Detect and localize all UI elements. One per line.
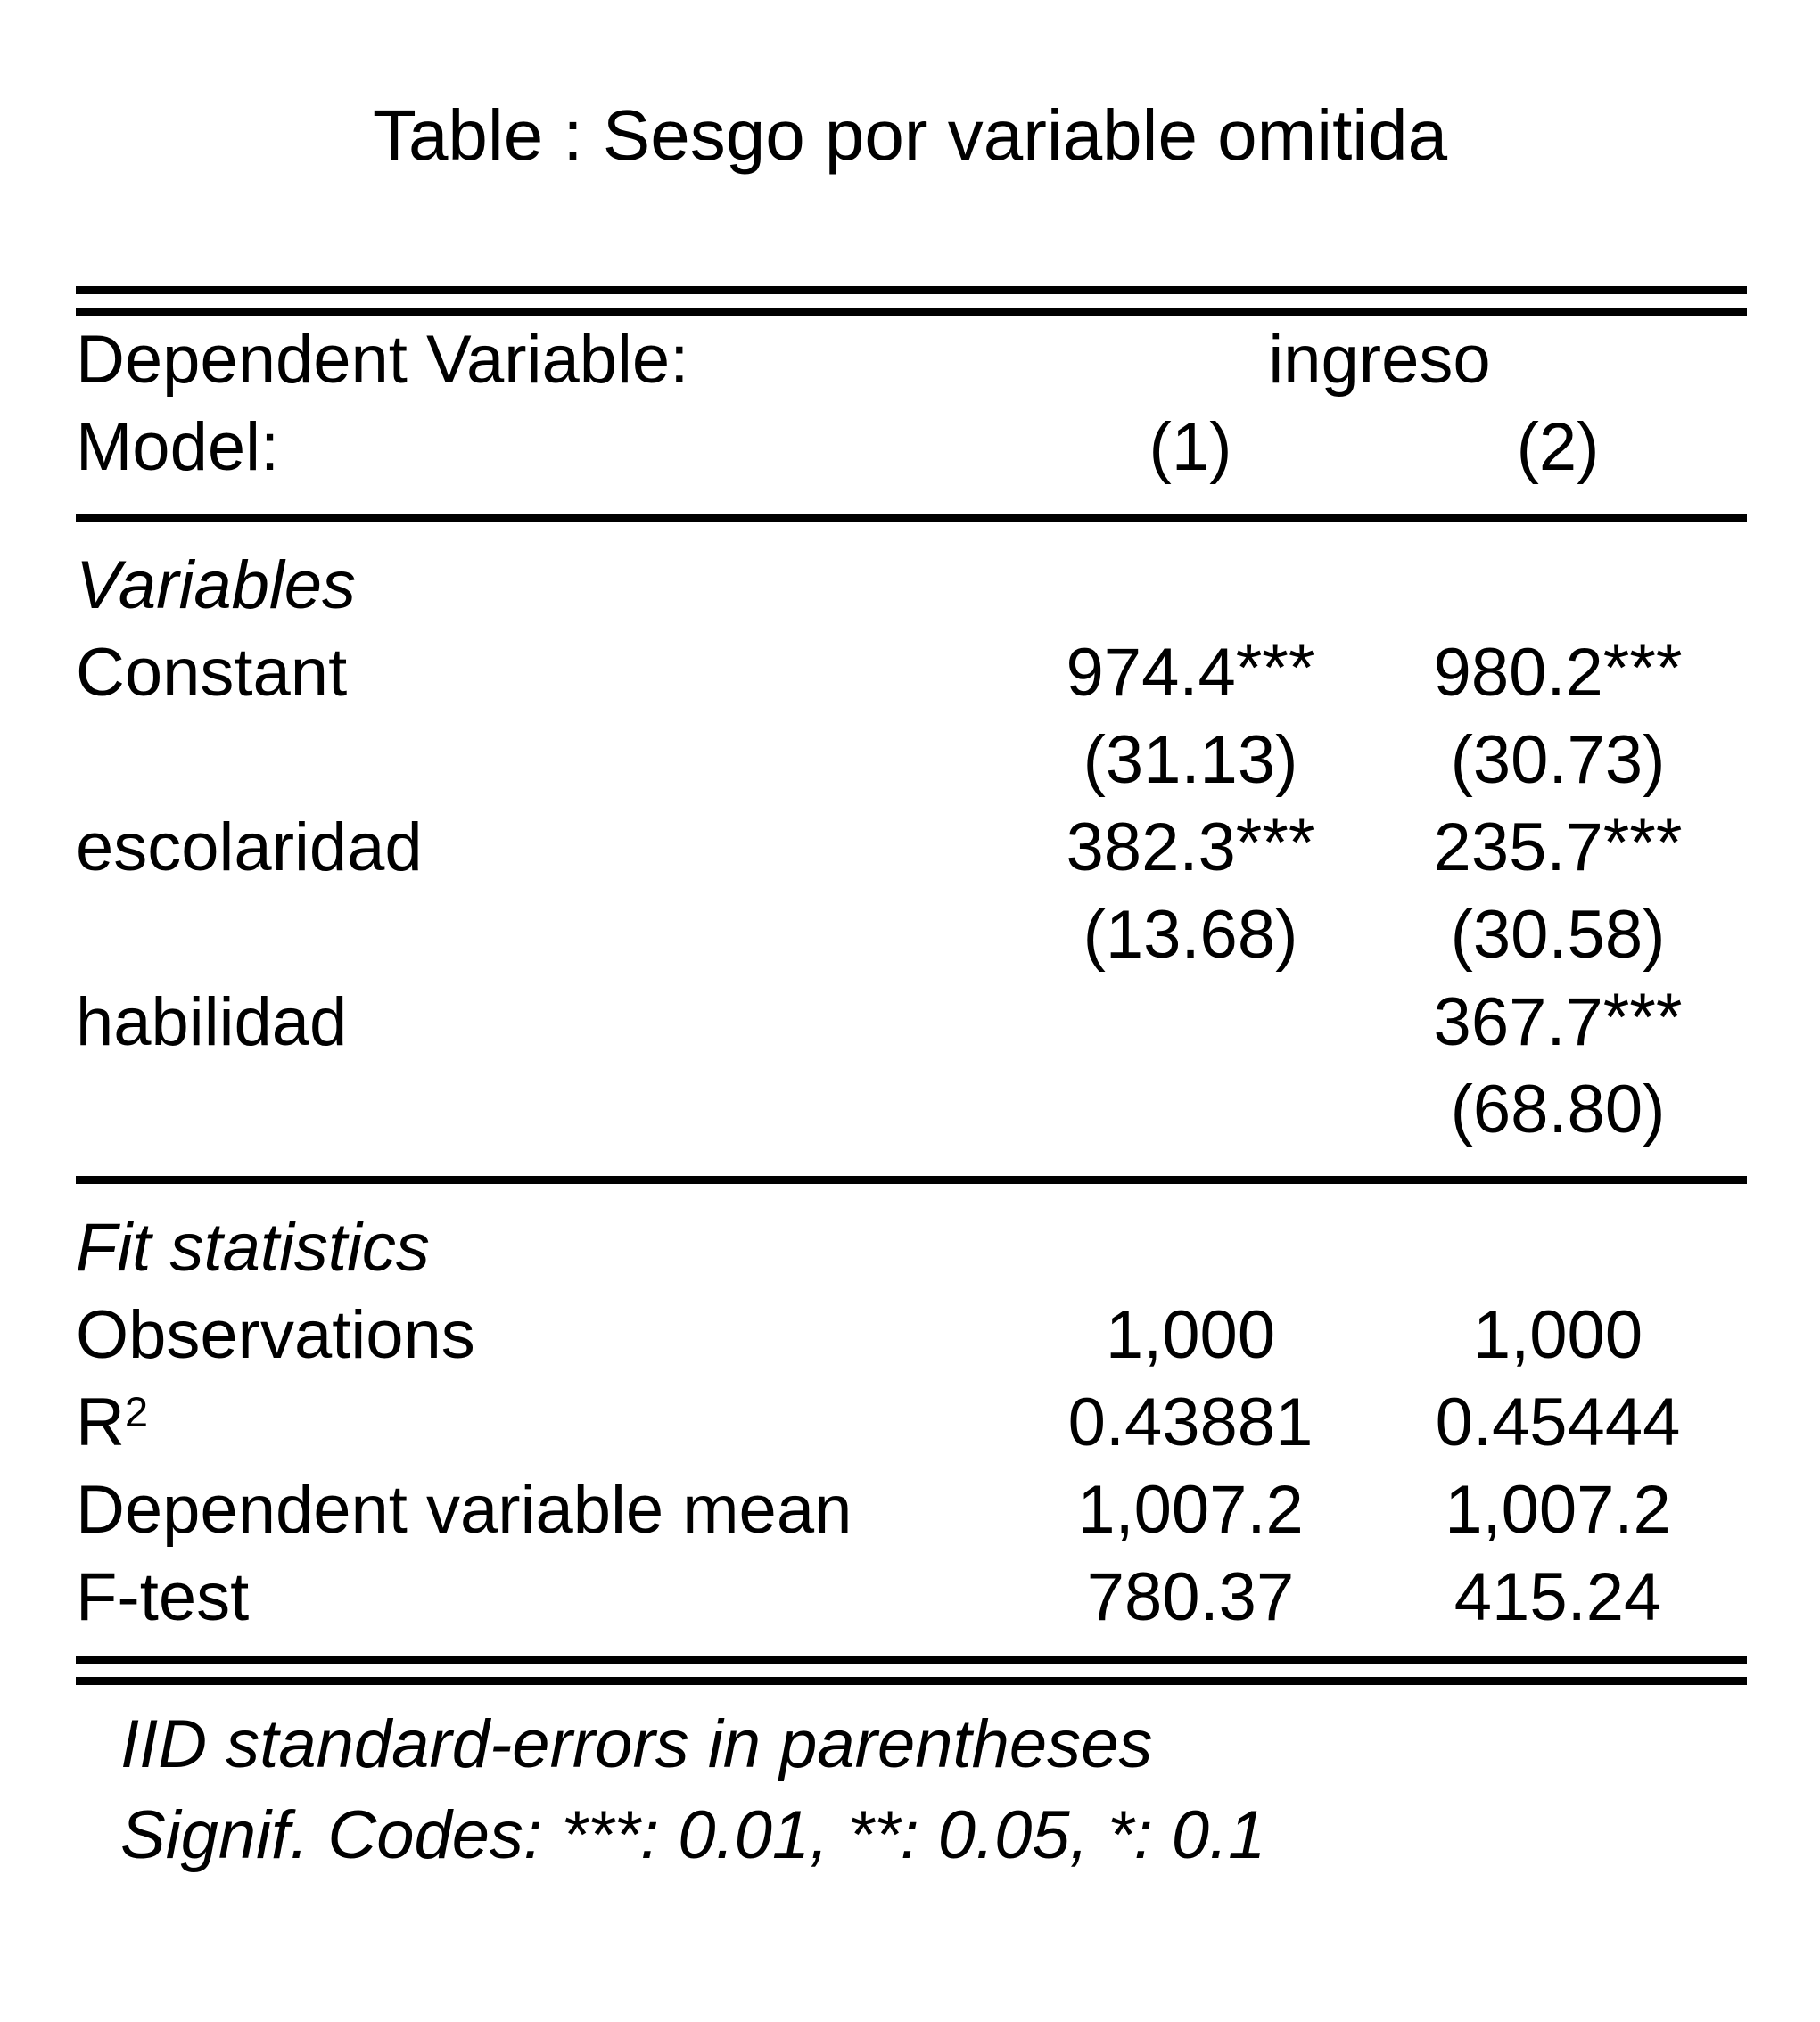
fit-label-observations: Observations xyxy=(76,1296,475,1373)
coef-escolaridad-m1: 382.3*** xyxy=(1012,803,1369,891)
table-container: Dependent Variable: ingreso Model: (1) (… xyxy=(76,286,1748,1685)
model-label: Model: xyxy=(76,408,280,485)
se-row-constant: (31.13) (30.73) xyxy=(76,716,1747,803)
significance-stars: *** xyxy=(1235,629,1315,706)
dep-var-mean-m1: 1,007.2 xyxy=(1077,1471,1304,1548)
table-title: Table : Sesgo por variable omitida xyxy=(372,95,1448,175)
r-squared-m2: 0.45444 xyxy=(1435,1384,1681,1460)
fit-section-heading-row: Fit statistics xyxy=(76,1180,1747,1292)
coef-habilidad-m2: 367.7*** xyxy=(1369,978,1747,1065)
se-row-habilidad: (68.80) xyxy=(76,1065,1748,1180)
significance-stars: *** xyxy=(1602,629,1683,706)
model-row: Model: (1) (2) xyxy=(76,403,1748,518)
fit-row-f-test: F-test 780.37 415.24 xyxy=(76,1553,1747,1640)
significance-codes-note: Signif. Codes: ***: 0.01, **: 0.05, *: 0… xyxy=(120,1797,1266,1873)
se-escolaridad-m1: (13.68) xyxy=(1083,896,1298,973)
regression-table-page: Table : Sesgo por variable omitida Depen… xyxy=(0,100,1820,2022)
model-col-1: (1) xyxy=(1149,408,1232,485)
se-escolaridad-m2: (30.58) xyxy=(1450,896,1666,973)
coef-label-habilidad: habilidad xyxy=(76,983,348,1060)
coef-row-escolaridad: escolaridad 382.3*** 235.7*** xyxy=(76,803,1747,891)
se-constant-m1: (31.13) xyxy=(1083,721,1298,798)
standard-errors-note: IID standard-errors in parentheses xyxy=(120,1706,1153,1782)
dependent-variable-value: ingreso xyxy=(1268,321,1491,398)
fit-row-dep-var-mean: Dependent variable mean 1,007.2 1,007.2 xyxy=(76,1466,1747,1553)
dependent-variable-label: Dependent Variable: xyxy=(76,321,689,398)
dep-var-mean-m2: 1,007.2 xyxy=(1445,1471,1671,1548)
fit-section-heading: Fit statistics xyxy=(76,1209,430,1286)
observations-m2: 1,000 xyxy=(1472,1296,1643,1373)
observations-m1: 1,000 xyxy=(1105,1296,1276,1373)
coef-row-habilidad: habilidad 367.7*** xyxy=(76,978,1747,1065)
regression-table: Dependent Variable: ingreso Model: (1) (… xyxy=(76,316,1748,1640)
significance-stars: *** xyxy=(1602,979,1683,1056)
estimate: 382.3 xyxy=(1066,809,1236,885)
estimate: 235.7 xyxy=(1433,809,1603,885)
coef-row-constant: Constant 974.4*** 980.2*** xyxy=(76,629,1747,716)
se-constant-m2: (30.73) xyxy=(1450,721,1666,798)
squared-exponent: 2 xyxy=(124,1387,149,1435)
top-double-rule xyxy=(76,286,1747,316)
fit-label-dep-var-mean: Dependent variable mean xyxy=(76,1471,852,1548)
significance-stars: *** xyxy=(1235,804,1315,881)
coef-label-constant: Constant xyxy=(76,634,348,711)
variables-section-heading-row: Variables xyxy=(76,518,1747,629)
coef-escolaridad-m2: 235.7*** xyxy=(1369,803,1747,891)
table-footnotes: IID standard-errors in parentheses Signi… xyxy=(120,1699,1820,1881)
bottom-double-rule xyxy=(76,1656,1747,1685)
variables-section-heading: Variables xyxy=(76,547,357,623)
fit-label-f-test: F-test xyxy=(76,1558,250,1635)
estimate: 974.4 xyxy=(1066,634,1236,711)
coef-constant-m2: 980.2*** xyxy=(1369,629,1747,716)
fit-row-r-squared: R2 0.43881 0.45444 xyxy=(76,1378,1747,1466)
estimate: 980.2 xyxy=(1433,634,1603,711)
significance-stars: *** xyxy=(1602,804,1683,881)
r-symbol: R xyxy=(76,1384,125,1460)
f-test-m2: 415.24 xyxy=(1454,1558,1662,1635)
fit-row-observations: Observations 1,000 1,000 xyxy=(76,1291,1747,1378)
fit-label-r-squared: R2 xyxy=(76,1378,1012,1466)
estimate: 367.7 xyxy=(1433,983,1603,1060)
f-test-m1: 780.37 xyxy=(1086,1558,1295,1635)
empty-cell xyxy=(76,891,1012,978)
coef-label-escolaridad: escolaridad xyxy=(76,809,423,885)
model-col-2: (2) xyxy=(1516,408,1600,485)
empty-cell xyxy=(76,716,1012,803)
empty-cell xyxy=(76,1065,1012,1180)
se-row-escolaridad: (13.68) (30.58) xyxy=(76,891,1747,978)
r-squared-m1: 0.43881 xyxy=(1067,1384,1314,1460)
coef-habilidad-m1 xyxy=(1012,978,1369,1065)
dependent-variable-row: Dependent Variable: ingreso xyxy=(76,316,1747,403)
coef-constant-m1: 974.4*** xyxy=(1012,629,1369,716)
se-habilidad-m2: (68.80) xyxy=(1450,1071,1666,1147)
se-habilidad-m1 xyxy=(1012,1065,1369,1180)
